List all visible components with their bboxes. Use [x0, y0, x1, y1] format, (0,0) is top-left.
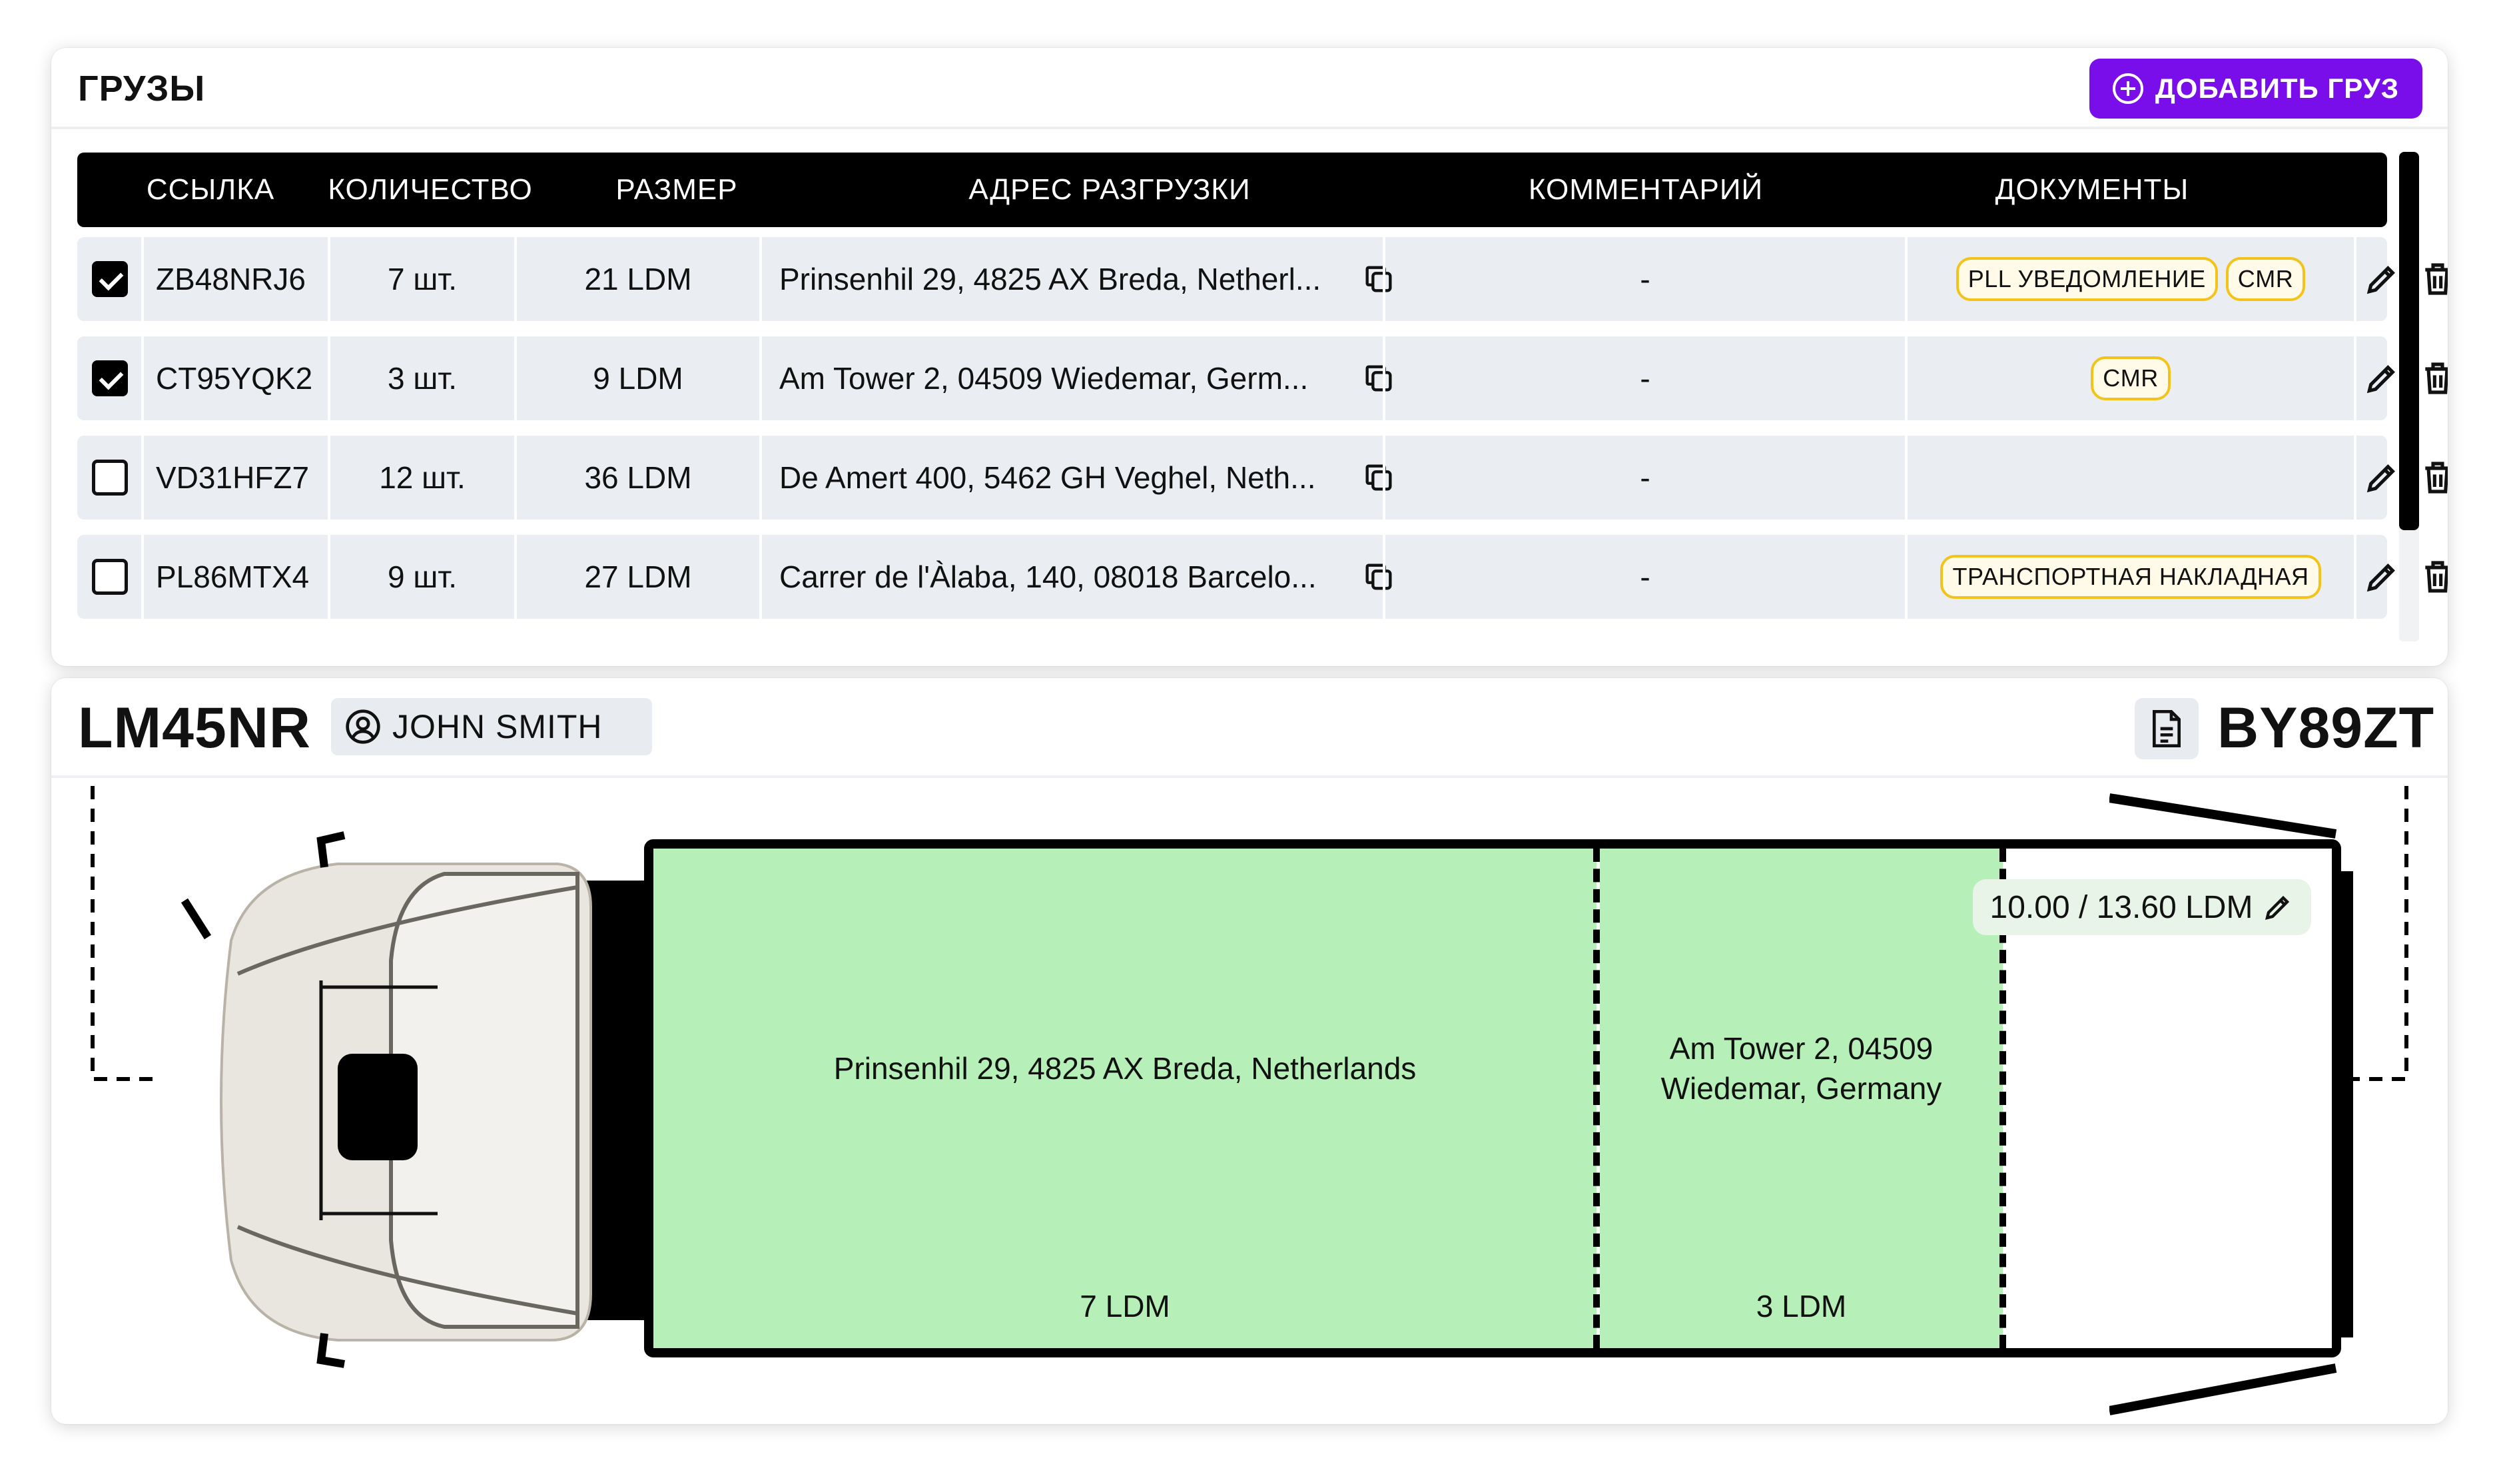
comment-cell: - [1640, 559, 1650, 594]
trailer-rear-doors [2109, 793, 2353, 1415]
capacity-indicator[interactable]: 10.00 / 13.60 LDM [1973, 879, 2311, 935]
trash-icon[interactable] [2419, 360, 2448, 397]
table-row[interactable]: PL86MTX4 9 шт. 27 LDM Carrer de l'Àlaba,… [77, 535, 2448, 619]
plus-circle-icon [2112, 73, 2143, 104]
comment-cell: - [1640, 262, 1650, 296]
dimension-brackets [91, 786, 2408, 1081]
add-cargo-label: ДОБАВИТЬ ГРУЗ [2155, 73, 2400, 104]
driver-tag[interactable]: JOHN SMITH [331, 698, 652, 755]
quantity-cell: 7 шт. [387, 262, 458, 296]
load-zone-address: Prinsenhil 29, 4825 AX Breda, Netherland… [833, 1051, 1417, 1086]
capacity-label: 10.00 / 13.60 LDM [1989, 889, 2253, 925]
quantity-cell: 12 шт. [379, 460, 466, 495]
column-header-address[interactable]: АДРЕС РАЗГРУЗКИ [968, 173, 1251, 206]
load-zone-address: Am Tower 2, 04509 Wiedemar, Germany [1660, 1031, 1942, 1106]
load-zone-ldm: 7 LDM [1080, 1289, 1170, 1323]
driver-name: JOHN SMITH [392, 708, 603, 745]
quantity-cell: 9 шт. [387, 559, 458, 594]
reference-cell: PL86MTX4 [156, 559, 310, 594]
zone-separator [1999, 849, 2006, 1348]
address-cell: De Amert 400, 5462 GH Veghel, Neth... [779, 460, 1316, 495]
cargo-panel: ГРУЗЫ ДОБАВИТЬ ГРУЗ ССЫЛКА КОЛИЧЕСТВО РА… [51, 48, 2448, 666]
row-checkbox[interactable] [92, 559, 128, 595]
vehicle-divider [51, 775, 2448, 778]
column-header-comment[interactable]: КОММЕНТАРИЙ [1528, 173, 1764, 206]
pencil-icon[interactable] [2363, 360, 2400, 397]
documents-cell: ТРАНСПОРТНАЯ НАКЛАДНАЯ [1908, 535, 2354, 619]
comment-cell: - [1640, 460, 1650, 495]
truck-cab-drawing [180, 831, 651, 1368]
size-cell: 9 LDM [593, 361, 683, 396]
reference-cell: ZB48NRJ6 [156, 262, 306, 296]
documents-cell: PLL УВЕДОМЛЕНИЕ CMR [1908, 237, 2354, 321]
table-header: ССЫЛКА КОЛИЧЕСТВО РАЗМЕР АДРЕС РАЗГРУЗКИ… [77, 153, 2387, 227]
document-badge[interactable]: ТРАНСПОРТНАЯ НАКЛАДНАЯ [1940, 555, 2321, 599]
table-row[interactable]: ZB48NRJ6 7 шт. 21 LDM Prinsenhil 29, 482… [77, 237, 2448, 321]
size-cell: 27 LDM [584, 559, 692, 594]
pencil-icon[interactable] [2363, 459, 2400, 496]
size-cell: 21 LDM [584, 262, 692, 296]
trailer-layout: Prinsenhil 29, 4825 AX Breda, Netherland… [644, 839, 2341, 1357]
document-badge[interactable]: CMR [2225, 257, 2306, 301]
row-checkbox[interactable] [92, 360, 128, 396]
column-header-documents[interactable]: ДОКУМЕНТЫ [1995, 173, 2189, 206]
scrollbar-thumb[interactable] [2399, 152, 2419, 530]
document-icon [2153, 710, 2181, 747]
quantity-cell: 3 шт. [387, 361, 458, 396]
add-cargo-button[interactable]: ДОБАВИТЬ ГРУЗ [2089, 59, 2422, 119]
zone-separator [1593, 849, 1600, 1348]
trash-icon[interactable] [2419, 558, 2448, 595]
load-zone[interactable]: Am Tower 2, 04509 Wiedemar, Germany 3 LD… [1600, 849, 2003, 1348]
document-badge[interactable]: PLL УВЕДОМЛЕНИЕ [1956, 257, 2218, 301]
documents-cell [1908, 436, 2354, 520]
panel-title: ГРУЗЫ [78, 69, 206, 109]
column-header-quantity[interactable]: КОЛИЧЕСТВО [328, 173, 533, 206]
reference-cell: CT95YQK2 [156, 361, 313, 396]
row-checkbox[interactable] [92, 460, 128, 496]
trash-icon[interactable] [2419, 260, 2448, 298]
table-row[interactable]: VD31HFZ7 12 шт. 36 LDM De Amert 400, 546… [77, 436, 2448, 520]
documents-cell: CMR [1908, 336, 2354, 420]
document-badge[interactable]: CMR [2091, 356, 2171, 400]
column-header-reference[interactable]: ССЫЛКА [146, 173, 275, 206]
row-checkbox[interactable] [92, 261, 128, 297]
pencil-icon[interactable] [2262, 891, 2294, 923]
trailer-plate: BY89ZT [2217, 696, 2435, 760]
comment-cell: - [1640, 361, 1650, 396]
address-cell: Carrer de l'Àlaba, 140, 08018 Barcelo... [779, 559, 1317, 594]
pencil-icon[interactable] [2363, 260, 2400, 298]
trash-icon[interactable] [2419, 459, 2448, 496]
column-header-size[interactable]: РАЗМЕР [615, 173, 738, 206]
address-cell: Am Tower 2, 04509 Wiedemar, Germ... [779, 361, 1309, 396]
load-zone[interactable]: Prinsenhil 29, 4825 AX Breda, Netherland… [653, 849, 1597, 1348]
table-row[interactable]: CT95YQK2 3 шт. 9 LDM Am Tower 2, 04509 W… [77, 336, 2448, 420]
trailer-document-button[interactable] [2135, 698, 2199, 759]
pencil-icon[interactable] [2363, 558, 2400, 595]
user-circle-icon [346, 709, 380, 744]
size-cell: 36 LDM [584, 460, 692, 495]
address-cell: Prinsenhil 29, 4825 AX Breda, Netherl... [779, 262, 1321, 296]
header-divider [51, 127, 2448, 129]
vehicle-panel: LM45NR JOHN SMITH BY89ZT Prinsenhil 29, … [51, 678, 2448, 1424]
truck-plate: LM45NR [78, 696, 312, 760]
reference-cell: VD31HFZ7 [156, 460, 310, 495]
load-zone-ldm: 3 LDM [1756, 1289, 1847, 1323]
